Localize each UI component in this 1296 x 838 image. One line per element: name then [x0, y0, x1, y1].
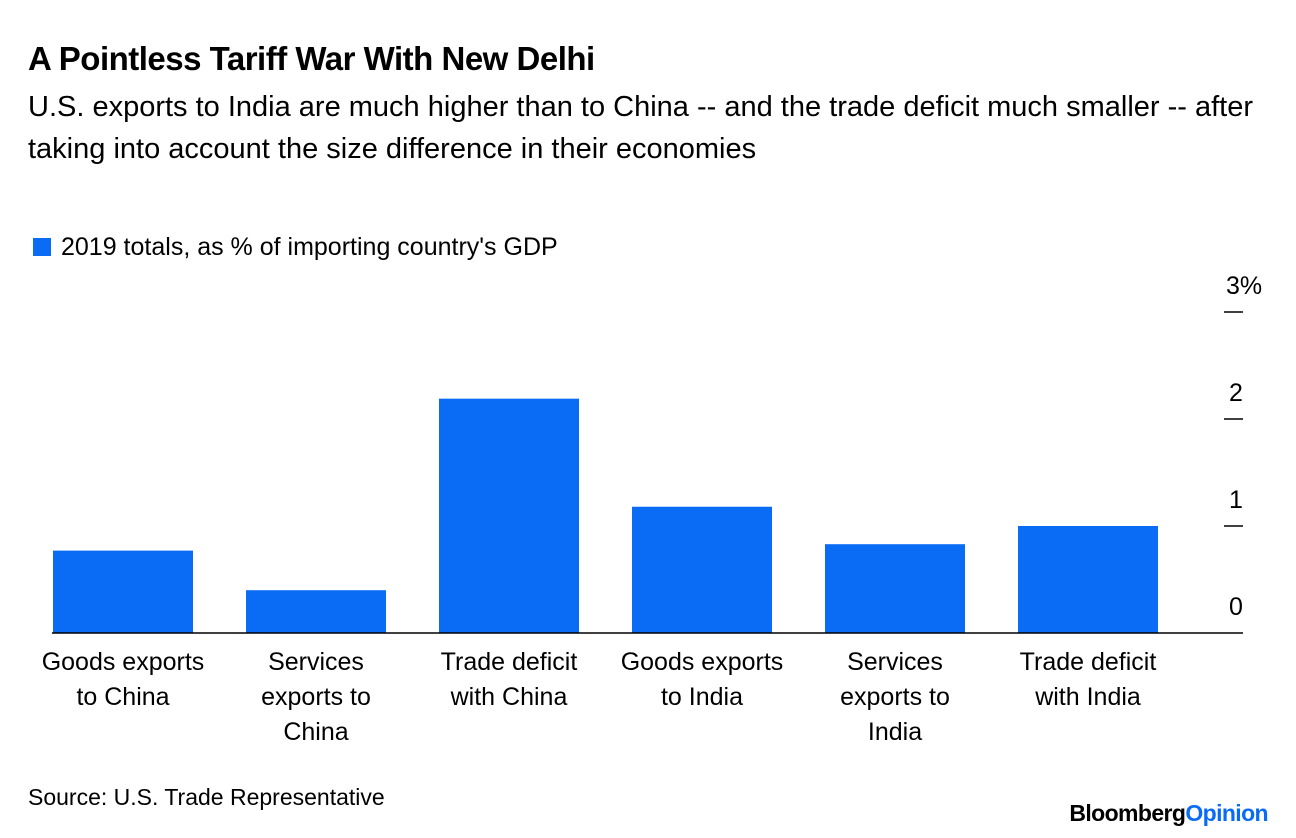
y-tick-label-2: 2 — [1229, 379, 1243, 407]
source-note: Source: U.S. Trade Representative — [28, 784, 385, 810]
bar-4 — [632, 506, 772, 633]
legend: 2019 totals, as % of importing country's… — [33, 232, 558, 262]
x-tick-label-4: Goods exports to India — [621, 648, 784, 711]
y-tick-label-1: 1 — [1229, 486, 1243, 514]
x-tick-label-1: Goods exports to China — [42, 648, 205, 711]
bar-3 — [439, 398, 579, 633]
y-tick-label-0: 0 — [1229, 593, 1243, 621]
brand-opinion: Opinion — [1185, 800, 1268, 826]
brand-bloomberg: Bloomberg — [1069, 800, 1186, 826]
chart-title: A Pointless Tariff War With New Delhi — [28, 40, 595, 77]
x-tick-label-5: Services exports to India — [840, 648, 950, 746]
x-tick-label-2: Services exports to China — [261, 648, 371, 746]
y-tick-label-3: 3% — [1226, 272, 1262, 300]
bloomberg-opinion-logo: BloombergOpinion — [1069, 800, 1268, 827]
bar-5 — [825, 544, 965, 633]
bar-6 — [1018, 526, 1158, 633]
bar-1 — [53, 550, 193, 633]
legend-swatch — [33, 238, 51, 256]
x-tick-label-3: Trade deficit with China — [441, 648, 578, 711]
legend-label: 2019 totals, as % of importing country's… — [61, 232, 558, 261]
bar-2 — [246, 590, 386, 633]
chart-subtitle: U.S. exports to India are much higher th… — [28, 91, 1254, 165]
x-tick-label-6: Trade deficit with India — [1020, 648, 1157, 711]
